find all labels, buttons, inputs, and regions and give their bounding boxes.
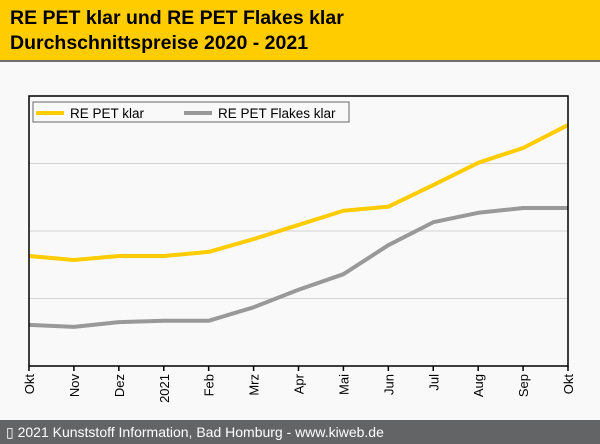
gridlines xyxy=(29,163,568,299)
chart-header: RE PET klar und RE PET Flakes klar Durch… xyxy=(0,0,600,62)
legend-label-re-pet-klar: RE PET klar xyxy=(70,106,145,121)
x-tick-label: 2021 xyxy=(157,374,172,403)
legend-label-re-pet-flakes-klar: RE PET Flakes klar xyxy=(218,106,336,121)
x-tick-label: Jun xyxy=(381,374,396,395)
x-tick-label: Aug xyxy=(471,374,486,397)
chart-subtitle: Durchschnittspreise 2020 - 2021 xyxy=(10,32,309,54)
series-lines xyxy=(28,123,569,329)
footer: ▯ 2021 Kunststoff Information, Bad Hombu… xyxy=(0,420,600,444)
x-tick-label: Apr xyxy=(292,373,307,394)
x-tick-label: Okt xyxy=(22,374,37,395)
x-tick-label: Mai xyxy=(336,374,351,395)
x-tick-label: Dez xyxy=(112,374,127,397)
legend: RE PET klar RE PET Flakes klar xyxy=(32,101,350,123)
x-tick-label: Mrz xyxy=(247,374,262,396)
x-tick-label: Nov xyxy=(67,374,82,398)
x-axis-ticks: Okt Nov Dez 2021 Feb Mrz Apr Mai Jun Jul Aug Sep Okt xyxy=(22,366,576,403)
series-line-re-pet-klar xyxy=(28,123,569,263)
line-chart: Okt Nov Dez 2021 Feb Mrz Apr Mai Jun Jul Aug Sep Okt… xyxy=(22,95,576,403)
chart-title: RE PET klar und RE PET Flakes klar xyxy=(10,7,344,29)
x-tick-label: Okt xyxy=(561,374,576,395)
x-tick-label: Sep xyxy=(516,374,531,397)
x-tick-label: Feb xyxy=(202,374,217,396)
footer-text: ▯ 2021 Kunststoff Information, Bad Hombu… xyxy=(6,424,384,440)
x-tick-label: Jul xyxy=(426,374,441,391)
